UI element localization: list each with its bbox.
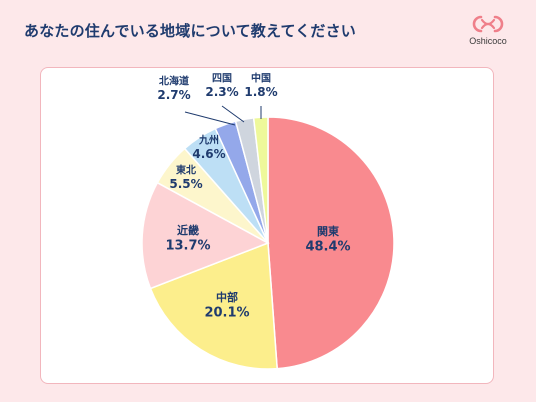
logo-text: Oshicoco <box>469 36 507 46</box>
slice-value-1: 48.4% <box>305 239 350 254</box>
slice-label-8: 中国 <box>251 71 271 84</box>
slice-value-5: 4.6% <box>192 147 225 161</box>
slice-value-3: 13.7% <box>165 238 210 253</box>
slice-value-8: 1.8% <box>244 85 277 99</box>
page-title: あなたの住んでいる地域について教えてください <box>24 22 357 40</box>
leader-line-6 <box>184 111 236 126</box>
slice-label-7: 四国 <box>212 72 232 84</box>
slice-value-2: 20.1% <box>204 305 249 320</box>
oshicoco-logo-icon <box>472 15 504 33</box>
pie-slice-1 <box>267 116 395 370</box>
pie-slice-2 <box>149 241 278 370</box>
leader-line-7 <box>221 105 245 123</box>
slice-label-6: 北海道 <box>159 74 189 87</box>
slice-value-6: 2.7% <box>157 88 190 102</box>
slice-value-4: 5.5% <box>169 177 202 191</box>
slice-label-5: 九州 <box>198 133 219 146</box>
slice-label-4: 東北 <box>176 163 196 176</box>
slice-value-7: 2.3% <box>205 85 238 99</box>
slice-label-1: 関東 <box>317 224 340 238</box>
pie-slice-3 <box>141 181 270 290</box>
brand-logo: Oshicoco <box>458 14 518 54</box>
slice-label-2: 中部 <box>216 290 238 304</box>
slice-label-3: 近畿 <box>177 223 199 237</box>
